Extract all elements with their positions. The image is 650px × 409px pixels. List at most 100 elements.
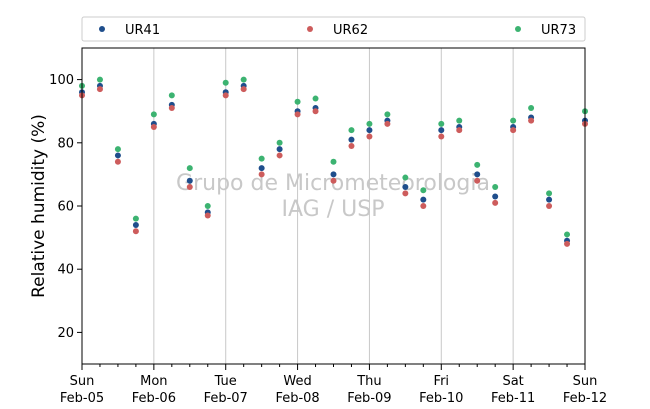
x-tick-label-date: Feb-11 [491, 391, 535, 406]
data-point [240, 76, 247, 83]
data-point [114, 146, 121, 153]
data-point [258, 165, 265, 172]
data-point [132, 221, 139, 228]
data-point [420, 196, 427, 203]
y-tick-label: 20 [57, 326, 74, 341]
data-point [564, 240, 571, 247]
data-point [366, 133, 373, 140]
x-tick-label-date: Feb-07 [204, 391, 248, 406]
data-point [204, 212, 211, 219]
data-point [402, 184, 409, 191]
x-tick-label-date: Feb-05 [60, 391, 104, 406]
data-point [114, 158, 121, 165]
series-ur62 [79, 86, 588, 247]
data-point [366, 120, 373, 127]
y-axis: 20 40 60 80 100 [49, 73, 82, 341]
data-point [222, 79, 229, 86]
y-tick-label: 60 [57, 200, 74, 215]
data-point [294, 98, 301, 105]
data-point [204, 203, 211, 209]
data-point [528, 117, 535, 124]
data-point [168, 105, 175, 112]
data-point [474, 161, 481, 168]
x-tick-label-day: Sun [573, 374, 598, 389]
x-tick-label-day: Tue [214, 374, 237, 389]
legend-marker-ur41 [99, 26, 105, 32]
data-point [312, 108, 319, 115]
data-point [258, 155, 265, 162]
series-ur41 [79, 82, 588, 244]
legend-frame [81, 16, 586, 42]
data-point [528, 105, 535, 112]
data-point [564, 231, 571, 238]
data-point [546, 190, 553, 197]
x-tick-label-day: Fri [434, 374, 450, 389]
data-point [150, 124, 157, 130]
data-point [222, 92, 229, 99]
data-point [132, 215, 139, 222]
data-point [546, 196, 553, 203]
data-point [330, 171, 337, 178]
data-point [456, 117, 463, 124]
data-point [330, 177, 337, 184]
vertical-grid [153, 48, 514, 364]
legend-marker-ur62 [307, 26, 313, 32]
data-point [348, 136, 355, 143]
data-point [474, 171, 481, 178]
plot-area [82, 48, 585, 364]
data-point [492, 199, 499, 206]
data-point [330, 158, 337, 165]
x-tick-label-day: Thu [356, 374, 381, 389]
data-point [438, 127, 445, 134]
data-point [348, 127, 355, 134]
data-point [258, 171, 265, 178]
y-axis-label: Relative humidity (%) [29, 114, 49, 298]
data-point [456, 127, 463, 134]
data-point [510, 117, 517, 124]
x-tick-label-date: Feb-10 [419, 391, 463, 406]
data-point [546, 203, 553, 209]
y-tick-label: 100 [49, 73, 74, 88]
data-point [168, 92, 175, 99]
watermark-line-2: IAG / USP [282, 197, 385, 222]
data-point [96, 86, 103, 93]
data-point [186, 177, 193, 184]
data-point [276, 139, 283, 146]
x-tick-label-date: Feb-09 [347, 391, 391, 406]
data-point [114, 152, 121, 159]
data-point [492, 193, 499, 200]
data-point [312, 95, 319, 102]
data-point [492, 184, 499, 191]
data-point [366, 127, 373, 134]
data-point [510, 127, 517, 134]
legend-label-ur41: UR41 [125, 23, 160, 38]
data-point [150, 111, 157, 118]
data-point [384, 111, 391, 118]
data-point [420, 203, 427, 209]
data-point [186, 165, 193, 172]
x-tick-label-day: Wed [283, 374, 311, 389]
x-tick-label-day: Sat [502, 374, 523, 389]
series-ur73 [79, 76, 588, 238]
legend: UR41 UR62 UR73 [81, 16, 586, 42]
y-tick-label: 40 [57, 263, 74, 278]
data-point [420, 187, 427, 194]
x-tick-label-date: Feb-12 [563, 391, 607, 406]
x-tick-label-date: Feb-06 [132, 391, 176, 406]
data-point [294, 111, 301, 118]
legend-marker-ur73 [515, 26, 521, 32]
data-point [276, 146, 283, 153]
legend-label-ur73: UR73 [541, 23, 576, 38]
data-points [79, 76, 588, 247]
data-point [132, 228, 139, 235]
x-axis: Sun Feb-05 Mon Feb-06 Tue Feb-07 Wed Feb-08 Thu F… [60, 364, 607, 406]
data-point [186, 184, 193, 191]
data-point [438, 120, 445, 127]
x-tick-label-day: Mon [140, 374, 167, 389]
x-tick-label-day: Sun [70, 374, 95, 389]
data-point [402, 190, 409, 197]
legend-label-ur62: UR62 [333, 23, 368, 38]
data-point [240, 86, 247, 93]
x-tick-label-date: Feb-08 [275, 391, 319, 406]
